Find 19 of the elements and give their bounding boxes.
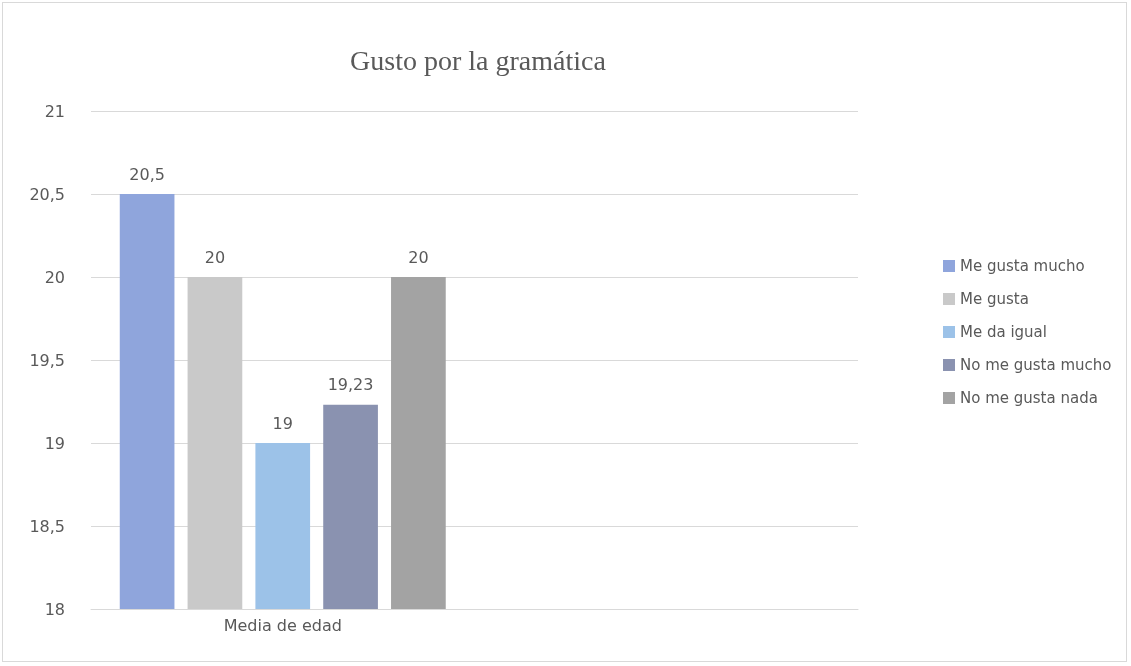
legend-label: No me gusta mucho [960,356,1112,374]
legend-label: Me da igual [960,323,1047,341]
data-label: 19,23 [327,375,374,395]
data-label: 19 [272,413,293,433]
legend-label: Me gusta [960,290,1029,308]
y-tick-label: 19,5 [29,350,65,370]
legend-label: No me gusta nada [960,389,1098,407]
data-label: 20 [408,247,429,267]
chart-title: Gusto por la gramática [350,44,607,76]
y-tick-label: 18,5 [29,516,65,536]
y-tick-label: 21 [44,101,65,121]
y-tick-label: 20,5 [29,184,65,204]
legend-label: Me gusta mucho [960,257,1085,275]
y-tick-label: 18 [44,599,65,619]
y-tick-label: 20 [44,267,65,287]
data-label: 20,5 [129,164,165,184]
x-tick-label: Media de edad [223,615,342,635]
y-tick-label: 19 [44,433,65,453]
data-label: 20 [204,247,226,267]
